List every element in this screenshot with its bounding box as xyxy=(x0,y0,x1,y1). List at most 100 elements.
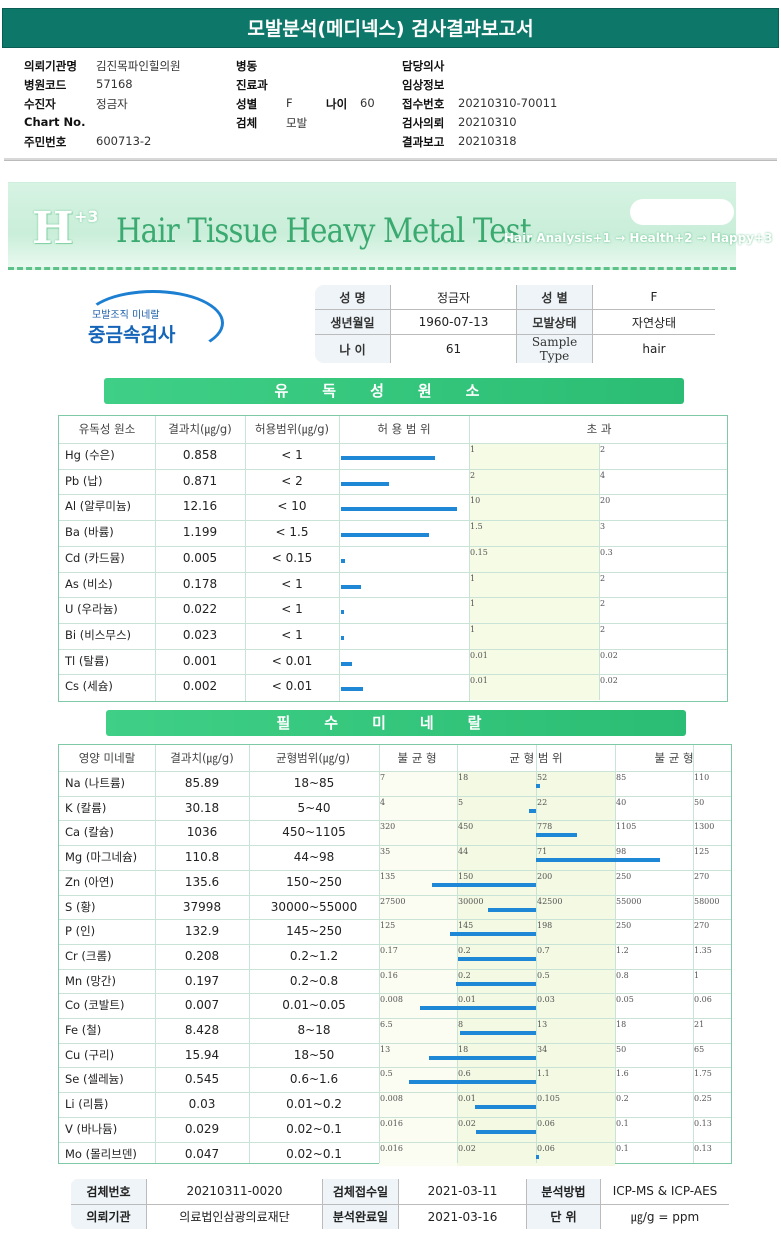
mineral-bar xyxy=(429,1055,536,1060)
mineral-tick: 250 xyxy=(616,921,632,931)
hdr-key: 주민번호 xyxy=(24,135,67,149)
mineral-tick: 0.1 xyxy=(616,1143,629,1153)
toxic-tick: 0.01 xyxy=(470,676,488,686)
mineral-result: 110.8 xyxy=(184,850,220,865)
mineral-result: 0.208 xyxy=(184,948,220,963)
mineral-result: 132.9 xyxy=(184,924,220,939)
mineral-range: 44~98 xyxy=(293,850,335,865)
mineral-tick: 0.16 xyxy=(380,970,398,980)
mineral-range: 0.02~0.1 xyxy=(286,1121,342,1136)
grid-hline xyxy=(59,1042,731,1044)
grid-vline xyxy=(339,416,340,701)
toxic-element-name: Cd (카드뮴) xyxy=(65,550,125,565)
patient-dob: 1960-07-13 xyxy=(390,309,517,335)
mineral-tick: 150 xyxy=(458,871,474,881)
toxic-element-name: Hg (수은) xyxy=(65,448,115,462)
toxic-bar xyxy=(341,481,389,486)
mineral-tick: 1.6 xyxy=(616,1069,629,1079)
mineral-tick: 1300 xyxy=(694,822,715,832)
toxic-bar xyxy=(341,635,344,640)
mineral-tick: 125 xyxy=(380,921,396,931)
toxic-result: 0.871 xyxy=(182,473,218,488)
mineral-header: 균 형 범 위 xyxy=(509,751,563,765)
mineral-result: 8.428 xyxy=(184,1023,220,1037)
mineral-result: 0.007 xyxy=(184,998,220,1013)
hdr-val: 20210310 xyxy=(458,115,517,129)
banner-pill xyxy=(630,199,734,225)
hdr-key: 진료과 xyxy=(236,78,268,92)
grid-vline xyxy=(469,416,470,701)
mineral-tick: 50 xyxy=(694,797,705,807)
footer-value: 2021-03-11 xyxy=(398,1179,527,1205)
mineral-header: 불 균 형 xyxy=(397,751,437,765)
toxic-tick: 1.5 xyxy=(470,522,483,532)
brand-large-text: 중금속검사 xyxy=(88,324,176,346)
mineral-result: 0.03 xyxy=(188,1097,216,1112)
footer-label: 검체번호 xyxy=(71,1179,147,1205)
toxic-tick: 2 xyxy=(470,470,476,480)
banner-title: Hair Tissue Heavy Metal Test xyxy=(116,211,532,251)
mineral-tick: 0.008 xyxy=(380,995,403,1005)
hdr-key: 병동 xyxy=(236,59,258,73)
mineral-element-name: Cr (크롬) xyxy=(65,948,112,963)
toxic-result: 0.002 xyxy=(182,679,218,694)
toxic-element-name: Al (알루미늄) xyxy=(65,499,132,514)
toxic-grid: 유독성 원소 결과치(㎍/g) 허용범위(㎍/g) 허 용 범 위 초 과 Hg (수은)… xyxy=(58,415,728,702)
mineral-bar xyxy=(476,1129,536,1134)
hdr-key: 검사의뢰 xyxy=(402,116,445,130)
mineral-tick: 0.5 xyxy=(380,1069,393,1079)
mineral-header: 불 균 형 xyxy=(654,751,694,765)
mineral-tick: 0.008 xyxy=(380,1094,403,1104)
mineral-bar xyxy=(419,1006,536,1011)
grid-hline xyxy=(59,869,731,871)
toxic-range: < 1 xyxy=(281,448,303,462)
toxic-bar xyxy=(341,661,352,666)
toxic-header: 결과치(㎍/g) xyxy=(168,422,232,436)
toxic-range: < 1 xyxy=(281,627,303,642)
h3-logo-sup: +3 xyxy=(74,207,99,226)
grid-hline xyxy=(59,943,731,945)
mineral-tick: 1105 xyxy=(616,822,637,832)
patient-label: 성 별 xyxy=(516,285,593,310)
toxic-bar xyxy=(341,558,345,563)
footer-label: 분석방법 xyxy=(526,1179,601,1205)
mineral-element-name: Na (나트륨) xyxy=(65,776,126,790)
mineral-tick: 450 xyxy=(458,822,474,832)
toxic-tick: 2 xyxy=(600,599,606,609)
toxic-element-name: U (우라늄) xyxy=(65,602,118,617)
toxic-range: < 0.15 xyxy=(271,550,313,565)
mineral-section-bar: 필수미네랄 xyxy=(106,710,686,736)
grid-hline xyxy=(59,1067,731,1069)
hdr-val: 600713-2 xyxy=(96,134,152,148)
mineral-tick: 42500 xyxy=(537,896,563,906)
grid-vline xyxy=(693,745,694,1163)
mineral-tick: 1.2 xyxy=(616,945,629,955)
grid-hline xyxy=(59,494,727,496)
mineral-tick: 0.5 xyxy=(537,970,550,980)
mineral-tick: 0.105 xyxy=(537,1094,560,1104)
mineral-tick: 145 xyxy=(458,921,474,931)
mineral-result: 1036 xyxy=(186,825,218,840)
mineral-range: 0.02~0.1 xyxy=(286,1146,342,1161)
toxic-element-name: Ba (바륨) xyxy=(65,525,114,540)
mineral-bar xyxy=(460,1031,536,1035)
mineral-tick: 0.13 xyxy=(694,1143,712,1153)
mineral-tick: 85 xyxy=(616,773,627,782)
banner-subtitle: Hair Analysis+1 → Health+2 → Happy+3 xyxy=(504,231,773,245)
toxic-tick: 0.15 xyxy=(470,547,488,557)
mineral-tick: 13 xyxy=(537,1020,548,1029)
toxic-tick: 1 xyxy=(470,624,476,634)
mineral-tick: 4 xyxy=(380,797,386,807)
footer-label: 분석완료일 xyxy=(322,1203,399,1229)
mineral-tick: 18 xyxy=(458,1044,469,1054)
toxic-header: 초 과 xyxy=(586,422,612,436)
grid-hline xyxy=(59,1141,731,1143)
hdr-val: 김진목파인힐의원 xyxy=(96,59,181,73)
mineral-tick: 0.02 xyxy=(458,1143,476,1153)
toxic-element-name: Tl (탈륨) xyxy=(65,653,110,668)
mineral-bar xyxy=(450,932,536,937)
grid-hline xyxy=(59,674,727,676)
hdr-key: 검체 xyxy=(236,116,258,130)
mineral-element-name: V (바나듐) xyxy=(65,1121,118,1136)
toxic-result: 12.16 xyxy=(182,499,218,514)
